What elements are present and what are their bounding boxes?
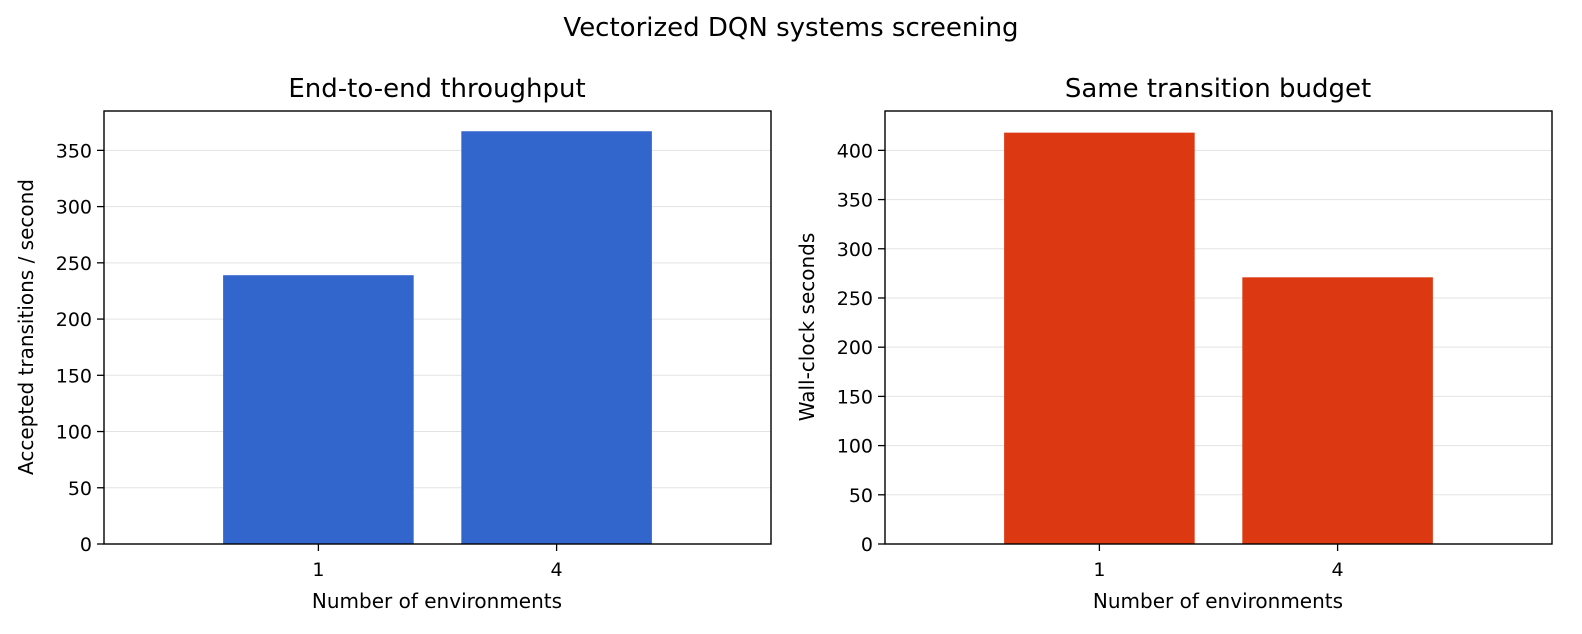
plot-area-budget: 0 50 100 150 200 250 300 350 400 1 4 [837,110,1553,581]
ytick-label-throughput-1: 50 [68,478,92,500]
ytick-label-budget-8: 400 [837,140,873,162]
ytick-label-budget-0: 0 [861,534,873,556]
figure-title: Vectorized DQN systems screening [563,13,1018,43]
axes-frame-budget [884,110,1553,545]
panel-title-throughput: End-to-end throughput [288,74,585,104]
ytick-label-budget-6: 300 [837,239,873,261]
ytick-label-budget-7: 350 [837,190,873,212]
ytick-label-budget-2: 100 [837,436,873,458]
ytick-label-throughput-0: 0 [80,534,92,556]
xtick-label-budget-1: 4 [1332,559,1344,581]
y-axis-label-throughput: Accepted transitions / second [14,179,38,475]
ytick-label-throughput-7: 350 [56,140,92,162]
bar-throughput-4 [461,131,652,545]
panel-throughput: End-to-end throughput Number of environm… [14,74,772,613]
bar-budget-4 [1242,277,1433,544]
ytick-label-throughput-5: 250 [56,253,92,275]
xtick-label-budget-0: 1 [1093,559,1105,581]
ytick-label-budget-3: 150 [837,386,873,408]
ytick-label-throughput-4: 200 [56,309,92,331]
ytick-label-throughput-2: 100 [56,422,92,444]
xtick-label-throughput-0: 1 [312,559,324,581]
axes-frame-throughput [103,110,772,545]
ytick-label-budget-4: 200 [837,337,873,359]
bar-throughput-1 [223,275,414,544]
bar-budget-1 [1004,132,1195,544]
ytick-label-throughput-6: 300 [56,197,92,219]
xtick-label-throughput-1: 4 [551,559,563,581]
ytick-label-budget-5: 250 [837,288,873,310]
ytick-label-budget-1: 50 [849,485,873,507]
panel-budget: Same transition budget Number of environ… [795,74,1553,613]
x-axis-label-budget: Number of environments [1093,589,1343,613]
x-axis-label-throughput: Number of environments [312,589,562,613]
plot-area-throughput: 0 50 100 150 200 250 300 350 1 4 [56,110,772,581]
ytick-label-throughput-3: 150 [56,365,92,387]
y-axis-label-budget: Wall-clock seconds [795,233,819,422]
panel-title-budget: Same transition budget [1065,74,1371,104]
